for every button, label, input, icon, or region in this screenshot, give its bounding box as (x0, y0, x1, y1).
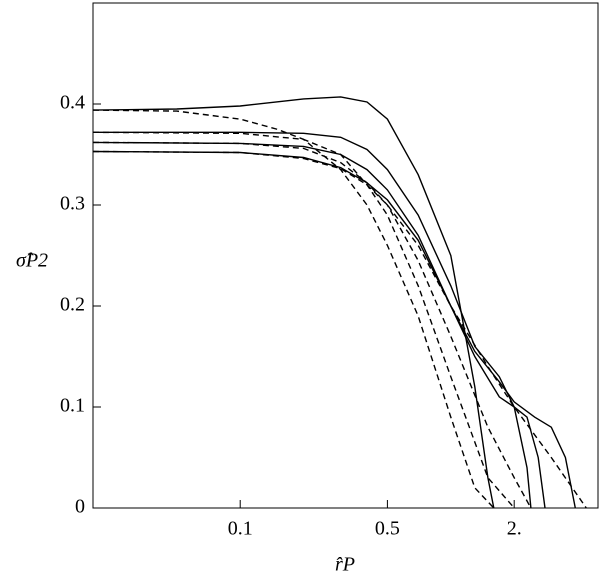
series-line (92, 141, 546, 509)
x-tick-label: 2. (507, 518, 522, 540)
y-tick-label: 0 (75, 496, 85, 518)
y-tick-label: 0.2 (60, 294, 85, 316)
x-axis-label: r̂P (335, 554, 355, 576)
series-line (92, 150, 576, 509)
series-line (92, 96, 495, 509)
series-line (92, 141, 532, 509)
y-axis-label: σ̂P2 (16, 250, 48, 272)
y-tick-label: 0.1 (60, 395, 85, 417)
y-tick-label: 0.4 (60, 92, 85, 114)
series-line (93, 131, 532, 509)
x-tick-label: 0.5 (375, 518, 400, 540)
series-line (92, 109, 495, 509)
plot-frame (92, 2, 599, 509)
series-line (92, 150, 587, 509)
series-line (92, 131, 515, 509)
y-tick-label: 0.3 (60, 193, 85, 215)
x-tick-label: 0.1 (228, 518, 253, 540)
